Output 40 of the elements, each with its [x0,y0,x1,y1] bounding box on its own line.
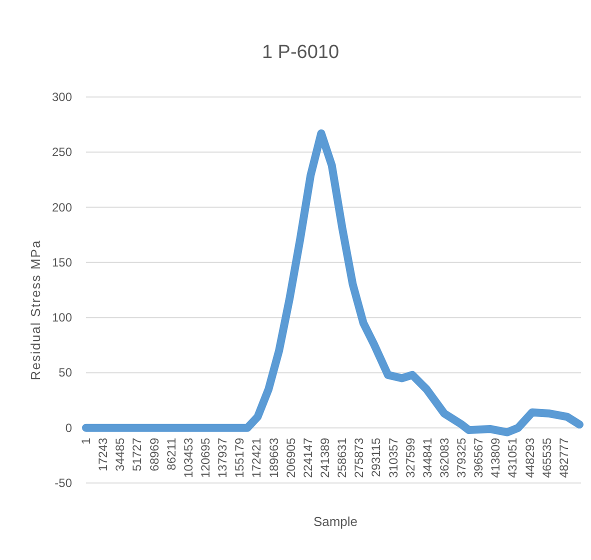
x-tick-label: 327599 [403,438,418,478]
x-tick-label: 482777 [556,438,571,478]
x-tick-label: 465535 [540,438,554,478]
y-tick-label: 200 [52,200,72,214]
x-tick-label: 51727 [130,438,144,472]
x-tick-label: 120695 [198,438,212,478]
y-axis-title: Residual Stress MPa [28,240,43,380]
x-tick-label: 206905 [284,438,298,478]
y-tick-label: 100 [52,310,72,325]
x-tick-label: 224147 [300,438,315,478]
x-tick-label: 172421 [250,438,264,478]
y-tick-label: 300 [52,90,72,104]
x-tick-label: 1 [79,438,93,445]
x-tick-label: 310357 [386,438,400,478]
x-tick-label: 396567 [472,438,486,478]
x-tick-label: 241389 [318,438,332,478]
x-tick-label: 344841 [420,438,434,478]
x-tick-label: 86211 [164,438,178,470]
x-tick-label: 189663 [266,438,281,478]
x-tick-label: 448293 [522,438,537,478]
chart-title: 1 P-6010 [262,42,340,63]
y-tick-label: 0 [65,420,72,435]
x-tick-label: 34485 [113,438,128,472]
x-tick-label: 137937 [216,438,230,478]
y-tick-label: -50 [54,476,72,490]
x-axis-title: Sample [313,514,358,529]
x-tick-label: 293115 [369,438,384,478]
x-tick-label: 379325 [454,438,469,478]
x-tick-label: 275873 [352,438,366,478]
x-tick-label: 155179 [232,438,247,478]
x-tick-label: 431051 [506,438,520,478]
y-tick-label: 50 [58,366,72,380]
x-tick-label: 17243 [96,438,110,472]
y-tick-label: 250 [52,145,72,160]
x-tick-label: 413809 [488,438,503,478]
x-tick-label: 103453 [181,438,196,478]
y-tick-label: 150 [52,255,72,270]
x-tick-label: 362083 [437,438,452,478]
x-tick-label: 68969 [147,438,162,472]
x-tick-label: 258631 [335,438,350,478]
